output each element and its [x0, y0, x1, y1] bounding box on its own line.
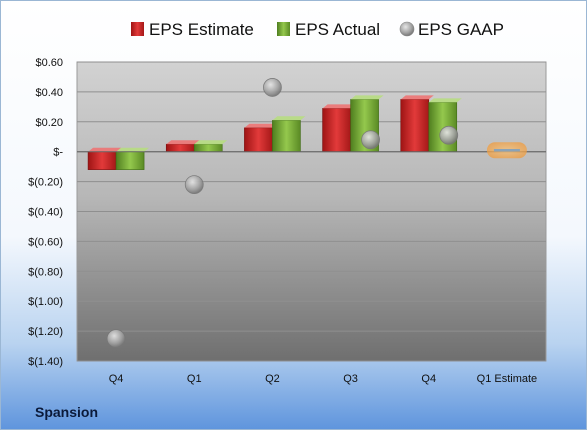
- legend-label: EPS Actual: [295, 20, 380, 39]
- gaap-points: [106, 78, 459, 348]
- eps-chart: EPS Estimate EPS Actual EPS GAAP $0.60 $0.4…: [28, 20, 547, 385]
- y-tick-label: $(0.20): [28, 177, 63, 189]
- company-name: Spansion: [35, 404, 99, 420]
- eps-gaap-point: [106, 329, 126, 348]
- eps-gaap-point: [361, 130, 380, 150]
- legend-item: EPS GAAP: [399, 20, 504, 39]
- bar-marks: [87, 95, 462, 170]
- eps-actual-bar: [193, 140, 228, 153]
- y-tick-label: $(1.40): [28, 356, 63, 368]
- x-tick-label: Q1: [187, 373, 202, 385]
- x-tick-label: Q1 Estimate: [477, 373, 538, 385]
- legend-label: EPS GAAP: [418, 20, 504, 39]
- eps-estimate-bar: [322, 104, 356, 153]
- x-tick-label: Q4: [109, 373, 124, 385]
- legend-swatch: [131, 22, 144, 36]
- legend: EPS Estimate EPS Actual EPS GAAP: [131, 20, 504, 39]
- zero-axis: [77, 142, 546, 159]
- eps-actual-bar: [115, 147, 150, 170]
- eps-gaap-point: [439, 125, 459, 145]
- legend-item: EPS Estimate: [131, 20, 254, 39]
- y-tick-label: $(0.60): [28, 236, 63, 248]
- legend-swatch: [277, 22, 290, 36]
- legend-label: EPS Estimate: [149, 20, 254, 39]
- x-axis-ticks: Q4 Q1 Q2 Q3 Q4 Q1 Estimate: [109, 373, 537, 385]
- y-tick-label: $(1.20): [28, 326, 63, 338]
- legend-swatch: [399, 21, 415, 37]
- y-tick-label: $0.60: [35, 57, 63, 69]
- gridlines: [77, 61, 546, 362]
- y-tick-label: $(1.00): [28, 296, 63, 308]
- eps-gaap-point: [184, 175, 204, 194]
- eps-estimate-bar: [400, 95, 434, 153]
- legend-item: EPS Actual: [277, 20, 380, 39]
- y-tick-label: $(0.80): [28, 266, 63, 278]
- eps-gaap-point: [263, 78, 282, 97]
- x-tick-label: Q2: [265, 373, 280, 385]
- y-tick-label: $0.40: [35, 87, 63, 99]
- x-tick-label: Q3: [343, 373, 358, 385]
- y-axis-ticks: $0.60 $0.40 $0.20 $- $(0.20) $(0.40) $(0.60) $(…: [28, 57, 63, 368]
- y-tick-label: $-: [53, 147, 63, 159]
- y-tick-label: $(0.40): [28, 207, 63, 219]
- x-tick-label: Q4: [421, 373, 436, 385]
- y-tick-label: $0.20: [35, 117, 63, 129]
- eps-actual-bar: [272, 116, 306, 153]
